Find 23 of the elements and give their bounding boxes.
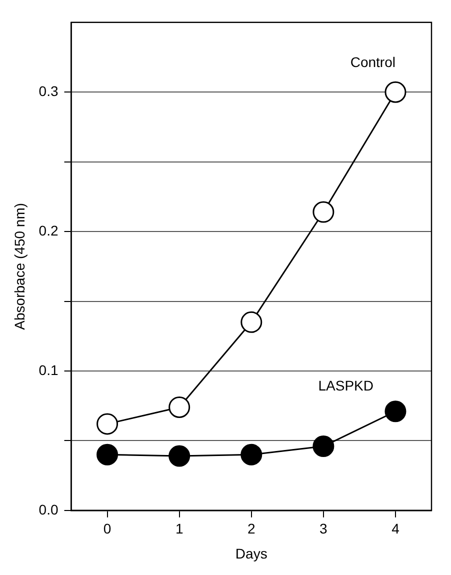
point — [384, 400, 406, 422]
series-label: LASPKD — [318, 377, 374, 394]
point — [312, 201, 334, 223]
series-label: Control — [350, 54, 396, 70]
point — [168, 396, 190, 418]
x-tick-label: 3 — [320, 520, 328, 537]
y-tick-label: 0.3 — [38, 82, 58, 99]
point — [96, 413, 118, 435]
point — [240, 444, 262, 466]
point — [240, 311, 262, 333]
x-tick-label: 4 — [392, 520, 400, 537]
x-tick-label: 1 — [175, 520, 184, 537]
y-tick-label: 0.1 — [38, 362, 58, 378]
x-axis-title: Days — [235, 545, 268, 562]
point — [384, 81, 406, 103]
y-tick-label: 0.2 — [38, 222, 58, 238]
x-tick-label: 0 — [103, 520, 112, 537]
x-tick-label: 2 — [247, 520, 256, 537]
point — [96, 444, 118, 466]
point — [168, 445, 190, 467]
y-tick-label: 0.0 — [38, 501, 58, 518]
y-axis-title: Absorbace (450 nm) — [11, 202, 28, 330]
point — [312, 436, 334, 458]
